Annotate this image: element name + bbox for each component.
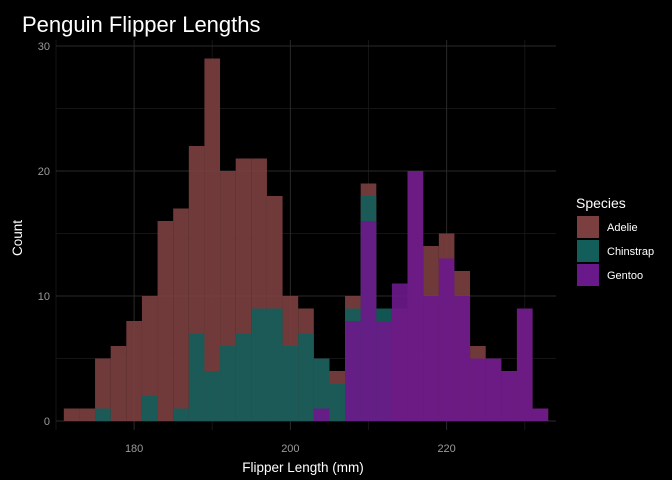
bar-gentoo-226: [485, 358, 502, 421]
bar-adelie-180: [126, 321, 142, 421]
bar-chinstrap-202: [298, 333, 314, 421]
bar-chinstrap-190: [204, 371, 221, 421]
y-tick-label: 0: [44, 416, 50, 428]
bar-gentoo-224: [470, 358, 486, 421]
bar-gentoo-208: [345, 321, 361, 421]
bar-adelie-178: [110, 346, 127, 421]
x-axis-title: Flipper Length (mm): [242, 460, 364, 475]
legend-swatch-chinstrap: [577, 240, 599, 262]
bar-chinstrap-182: [141, 396, 158, 421]
bar-gentoo-216: [407, 171, 424, 421]
y-tick-label: 30: [38, 41, 50, 53]
bar-chinstrap-200: [282, 346, 299, 421]
bar-gentoo-228: [501, 371, 517, 421]
x-tick-label: 220: [437, 443, 455, 455]
legend-swatch-gentoo: [577, 264, 599, 286]
bar-adelie-184: [157, 221, 174, 421]
bar-chinstrap-176: [95, 408, 111, 421]
bar-adelie-176: [95, 358, 111, 421]
legend-label-chinstrap: Chinstrap: [607, 246, 654, 258]
bar-gentoo-220: [438, 258, 455, 421]
bar-adelie-186: [173, 208, 189, 421]
bar-gentoo-230: [516, 308, 533, 421]
bar-chinstrap-194: [235, 333, 252, 421]
bar-gentoo-212: [376, 321, 392, 421]
bar-gentoo-210: [360, 221, 377, 421]
y-tick-labels: 0 10 20 30: [38, 41, 50, 428]
y-tick-label: 20: [38, 166, 50, 178]
bar-adelie-172: [63, 408, 80, 421]
bar-gentoo-214: [391, 283, 408, 421]
y-tick-label: 10: [38, 291, 50, 303]
legend-items: Adelie Chinstrap Gentoo: [577, 216, 654, 286]
bar-adelie-190: [204, 58, 221, 421]
bar-gentoo-232: [532, 408, 549, 421]
legend: Species Adelie Chinstrap Gentoo: [576, 195, 654, 286]
bar-gentoo-204: [313, 408, 330, 421]
bar-chinstrap-206: [329, 383, 346, 421]
bar-gentoo-222: [454, 296, 471, 421]
bar-chinstrap-188: [188, 333, 205, 421]
x-tick-label: 200: [281, 443, 299, 455]
bar-chinstrap-186: [173, 408, 189, 421]
legend-label-adelie: Adelie: [607, 222, 638, 234]
y-axis-title: Count: [10, 220, 25, 256]
bars-group: [63, 58, 549, 421]
legend-swatch-adelie: [577, 216, 599, 238]
x-tick-label: 180: [125, 443, 143, 455]
legend-title: Species: [576, 195, 626, 211]
bar-chinstrap-198: [266, 308, 283, 421]
chart-title: Penguin Flipper Lengths: [22, 12, 261, 37]
bar-adelie-174: [79, 408, 96, 421]
legend-label-gentoo: Gentoo: [607, 270, 643, 282]
bar-chinstrap-196: [251, 308, 267, 421]
bar-chinstrap-192: [220, 346, 236, 421]
x-tick-labels: 180 200 220: [125, 443, 456, 455]
bar-chinstrap-204: [313, 358, 330, 421]
bar-adelie-182: [141, 296, 158, 421]
bar-gentoo-218: [423, 296, 439, 421]
